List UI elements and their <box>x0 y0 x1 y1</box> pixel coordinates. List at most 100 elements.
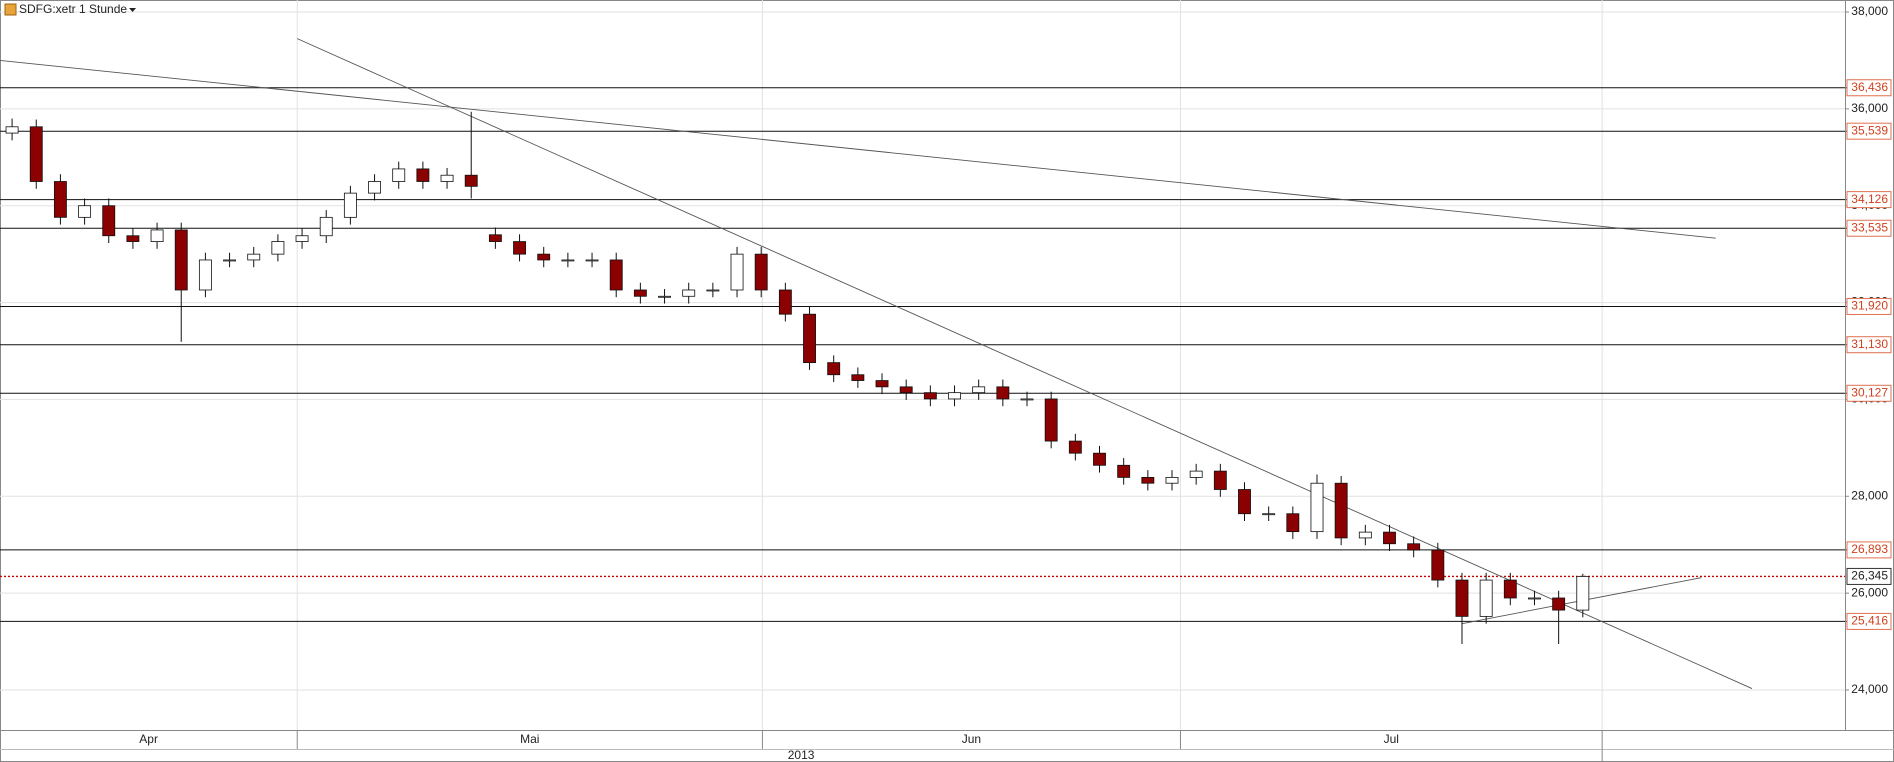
candle-body <box>102 205 116 237</box>
candle-body <box>1407 543 1421 551</box>
candle-body <box>658 295 671 298</box>
candle-body <box>1213 470 1227 490</box>
level-label-box <box>1846 191 1892 209</box>
y-tick-label: 26,000 <box>1851 585 1888 599</box>
candle-body <box>392 168 406 182</box>
dropdown-caret[interactable] <box>129 8 137 12</box>
candle-body <box>198 259 212 291</box>
candle-body <box>682 289 696 297</box>
candle-body <box>440 174 454 182</box>
grid <box>0 0 1845 730</box>
candle-body <box>948 392 961 400</box>
candle-body <box>875 380 889 388</box>
candle-body <box>1165 477 1179 484</box>
x-tick-label: Jul <box>1384 732 1399 746</box>
level-label: 30,127 <box>1851 385 1888 399</box>
candle-body <box>561 259 575 262</box>
level-label-box <box>1846 79 1892 97</box>
x-tick-label: Jun <box>962 732 981 746</box>
level-label: 31,920 <box>1851 299 1888 313</box>
candle-body <box>29 126 43 182</box>
x-tick-label: Apr <box>139 732 158 746</box>
candle-body <box>827 362 841 376</box>
level-label: 36,436 <box>1851 80 1888 94</box>
level-label: 31,130 <box>1851 337 1888 351</box>
candle-body <box>1141 477 1155 484</box>
candle-body <box>754 253 768 291</box>
level-label-box <box>1846 541 1892 559</box>
candle-body <box>972 386 986 394</box>
last-price-box <box>1846 567 1892 585</box>
candle-body <box>1503 579 1517 599</box>
candle-body <box>706 289 720 292</box>
candle-body <box>513 241 526 255</box>
candle-body <box>1576 576 1590 611</box>
symbol-icon <box>4 3 17 16</box>
candle-body <box>247 253 261 261</box>
candle-body <box>1238 489 1251 515</box>
level-label-box <box>1846 612 1892 630</box>
candle-body <box>1455 579 1469 617</box>
level-label-box <box>1846 297 1892 315</box>
level-label: 26,893 <box>1851 542 1888 556</box>
candle-body <box>295 235 309 242</box>
chart-title[interactable]: SDFG:xetr 1 Stunde <box>19 2 127 16</box>
candle-body <box>1383 531 1396 545</box>
year-label: 2013 <box>788 748 815 762</box>
candle-body <box>150 229 164 242</box>
level-label-box <box>1846 336 1892 354</box>
trendline <box>0 59 1716 239</box>
candle-body <box>923 392 937 400</box>
candle-body <box>778 289 792 315</box>
candle-body <box>174 229 188 291</box>
candle-body <box>464 174 478 187</box>
level-label-box <box>1846 219 1892 237</box>
candle-body <box>1286 513 1300 533</box>
candle-body <box>368 181 381 194</box>
candle-body <box>803 313 816 364</box>
candle-body <box>1358 531 1372 539</box>
candle-body <box>1117 464 1131 478</box>
last-price-label: 26,345 <box>1851 569 1888 583</box>
x-tick-label: Mai <box>520 732 539 746</box>
candle-body <box>126 235 140 242</box>
candle-body <box>488 234 502 242</box>
candle-body <box>1528 597 1541 600</box>
y-tick-label: 38,000 <box>1851 4 1888 18</box>
candle-body <box>1310 482 1324 533</box>
candle-body <box>416 168 430 182</box>
candle-body <box>899 386 913 394</box>
candle-body <box>1334 482 1348 539</box>
candle-body <box>1189 470 1203 478</box>
candle-body <box>53 181 67 218</box>
candle-body <box>633 289 647 297</box>
candle-body <box>1068 440 1082 454</box>
candle-body <box>1552 597 1566 611</box>
candle-body <box>585 259 599 262</box>
level-label-box <box>1846 384 1892 402</box>
plot <box>0 38 1847 689</box>
candle-body <box>609 259 623 291</box>
level-label: 25,416 <box>1851 614 1888 628</box>
candle-body <box>223 259 237 262</box>
level-label: 33,535 <box>1851 220 1888 234</box>
candle-body <box>1044 398 1058 442</box>
candle-body <box>537 253 551 261</box>
y-tick-label: 28,000 <box>1851 488 1888 502</box>
candle-body <box>996 386 1010 400</box>
level-label: 35,539 <box>1851 123 1888 137</box>
candle-body <box>730 253 744 291</box>
candle-body <box>5 126 19 134</box>
level-label-box <box>1846 122 1892 140</box>
candle-body <box>271 241 285 255</box>
candle-body <box>1431 549 1445 581</box>
candle-body <box>1262 513 1276 516</box>
candle-body <box>319 216 333 237</box>
y-tick-label: 36,000 <box>1851 101 1888 115</box>
y-tick-label: 24,000 <box>1851 682 1888 696</box>
candle-body <box>1479 579 1493 617</box>
candle-body <box>343 192 357 218</box>
candle-body <box>851 374 865 381</box>
